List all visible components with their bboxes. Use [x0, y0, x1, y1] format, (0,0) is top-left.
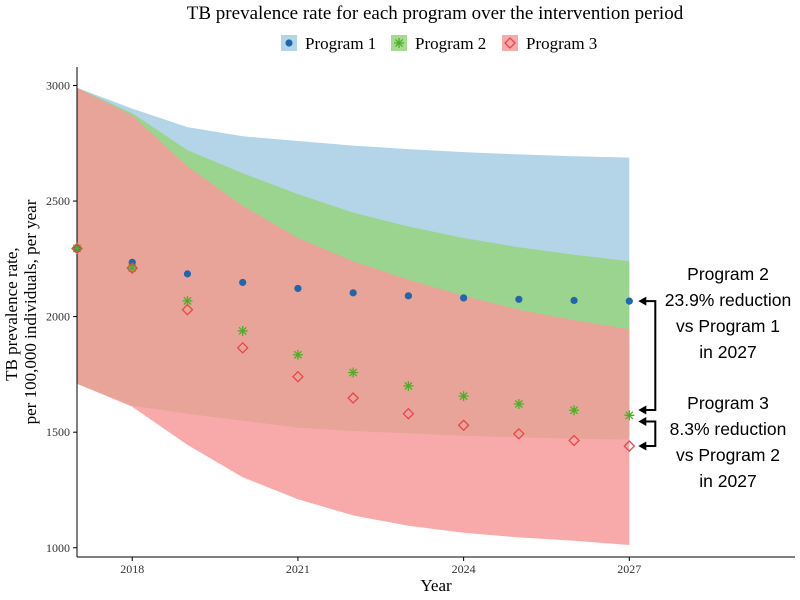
y-tick-label: 2500 — [46, 194, 70, 208]
annotation-text-line: in 2027 — [699, 342, 756, 362]
arrowhead — [638, 296, 647, 306]
series-program-2 — [72, 243, 635, 421]
annotation-text-line: vs Program 1 — [676, 316, 780, 336]
y-tick-label: 2000 — [46, 310, 70, 324]
arrowhead — [638, 405, 647, 415]
point-program-1 — [625, 297, 633, 305]
point-program-3 — [623, 440, 636, 452]
point-program-2 — [513, 398, 524, 409]
y-axis-label-line-1: TB prevalence rate, — [2, 247, 21, 381]
point-program-2 — [348, 367, 359, 378]
annotation-text-line: in 2027 — [699, 471, 756, 491]
x-tick-label: 2021 — [286, 562, 310, 576]
x-axis-label: Year — [420, 576, 452, 595]
y-axis-label-line-2: per 100,000 individuals, per year — [21, 199, 40, 424]
point-program-1 — [294, 284, 302, 293]
y-tick-label: 3000 — [46, 78, 70, 92]
legend-label: Program 2 — [415, 34, 486, 53]
x-tick-label: 2018 — [120, 562, 144, 576]
point-program-1 — [460, 294, 468, 302]
point-program-2 — [624, 410, 635, 421]
point-program-3 — [181, 303, 194, 316]
annotation-text-line: Program 2 — [687, 264, 769, 284]
point-program-3 — [126, 262, 139, 275]
x-tick-label: 2024 — [452, 562, 476, 576]
annotation-text-line: Program 3 — [687, 393, 769, 413]
arrowhead — [638, 417, 647, 427]
point-program-2 — [458, 391, 469, 402]
point-program-3 — [568, 434, 580, 447]
point-program-1 — [404, 292, 412, 300]
point-program-3 — [457, 419, 470, 432]
legend-label: Program 1 — [305, 34, 376, 53]
point-program-2 — [569, 405, 580, 416]
point-program-1 — [570, 296, 578, 305]
point-program-1 — [349, 289, 357, 297]
legend-item-program-2: Program 2 — [391, 34, 486, 53]
point-program-3 — [347, 392, 360, 404]
band-program-3 — [77, 87, 630, 546]
point-program-2 — [182, 295, 193, 306]
point-program-3 — [402, 407, 415, 420]
annotation-2: Program 3 8.3% reduction vs Program 2 in 20… — [638, 393, 786, 491]
point-program-3 — [236, 341, 249, 354]
legend-label: Program 3 — [526, 34, 597, 53]
point-program-2 — [127, 263, 138, 274]
legend: Program 1 Program 2 Program 3 — [281, 34, 597, 53]
data-points — [71, 242, 636, 452]
legend-item-program-1: Program 1 — [281, 34, 376, 53]
point-program-2 — [292, 349, 303, 360]
annotation-text-line: 23.9% reduction — [665, 290, 791, 310]
point-program-2 — [72, 243, 82, 254]
annotation-bracket — [643, 300, 657, 411]
annotation-text-line: vs Program 2 — [676, 445, 780, 465]
point-program-3 — [292, 370, 304, 383]
annotations: Program 2 23.9% reduction vs Program 1 in 2… — [638, 264, 791, 491]
annotation-1: Program 2 23.9% reduction vs Program 1 in 2… — [638, 264, 791, 415]
point-program-2 — [403, 380, 414, 391]
uncertainty-bands — [77, 87, 630, 546]
series-program-3 — [71, 242, 636, 452]
arrowhead — [638, 441, 647, 451]
point-program-1 — [183, 270, 192, 278]
x-tick-label: 2027 — [617, 562, 641, 576]
legend-marker — [504, 37, 516, 49]
point-program-3 — [71, 242, 83, 255]
legend-item-program-3: Program 3 — [502, 34, 597, 53]
point-program-2 — [237, 325, 248, 336]
y-tick-label: 1500 — [46, 425, 70, 439]
point-program-1 — [515, 295, 523, 303]
point-program-1 — [239, 278, 247, 287]
legend-swatch — [502, 35, 518, 51]
legend-marker — [394, 38, 404, 48]
point-program-3 — [512, 427, 525, 440]
axis-ticks: 1000 1500 2000 2500 3000 2018 2021 2024 2027 — [46, 78, 641, 576]
y-tick-label: 1000 — [46, 541, 70, 555]
annotation-bracket — [643, 420, 657, 448]
chart-title: TB prevalence rate for each program over… — [187, 3, 684, 24]
y-axis-label: TB prevalence rate, per 100,000 individu… — [2, 199, 40, 424]
legend-marker — [285, 39, 293, 47]
annotation-text-line: 8.3% reduction — [670, 419, 787, 439]
